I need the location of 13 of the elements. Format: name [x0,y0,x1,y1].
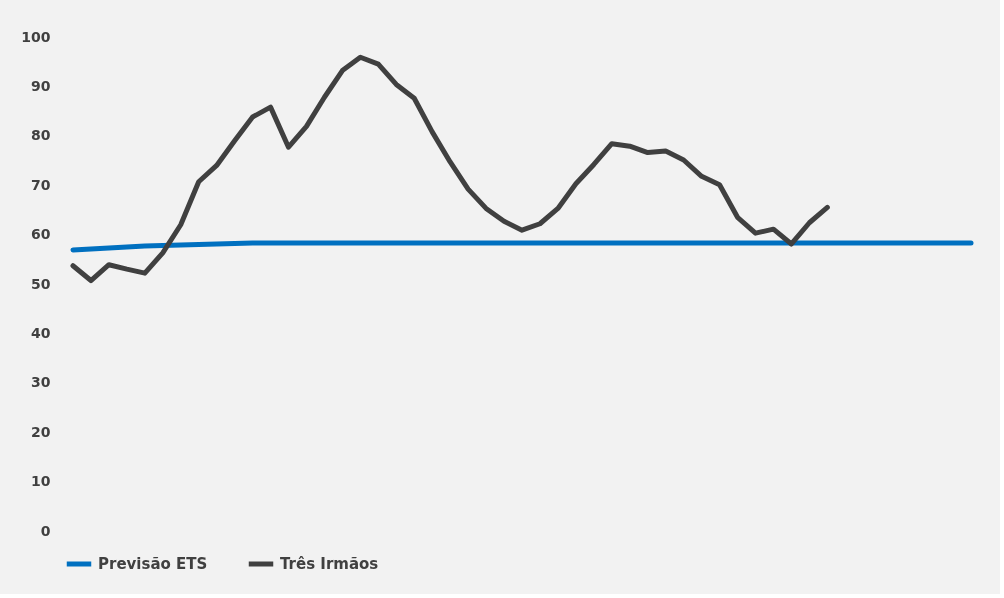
y-tick-label: 60 [31,226,51,243]
y-tick-label: 70 [31,176,51,193]
y-tick-label: 100 [21,28,51,45]
y-tick-label: 40 [31,324,51,341]
y-tick-label: 20 [31,423,51,440]
y-tick-label: 90 [31,77,51,94]
y-tick-label: 0 [40,522,51,539]
y-tick-label: 10 [31,473,51,490]
y-tick-label: 30 [31,374,51,391]
y-tick-label: 80 [31,127,51,144]
legend-label: Três Irmãos [280,555,379,573]
legend-label: Previsão ETS [98,555,208,573]
y-tick-label: 50 [31,275,51,292]
